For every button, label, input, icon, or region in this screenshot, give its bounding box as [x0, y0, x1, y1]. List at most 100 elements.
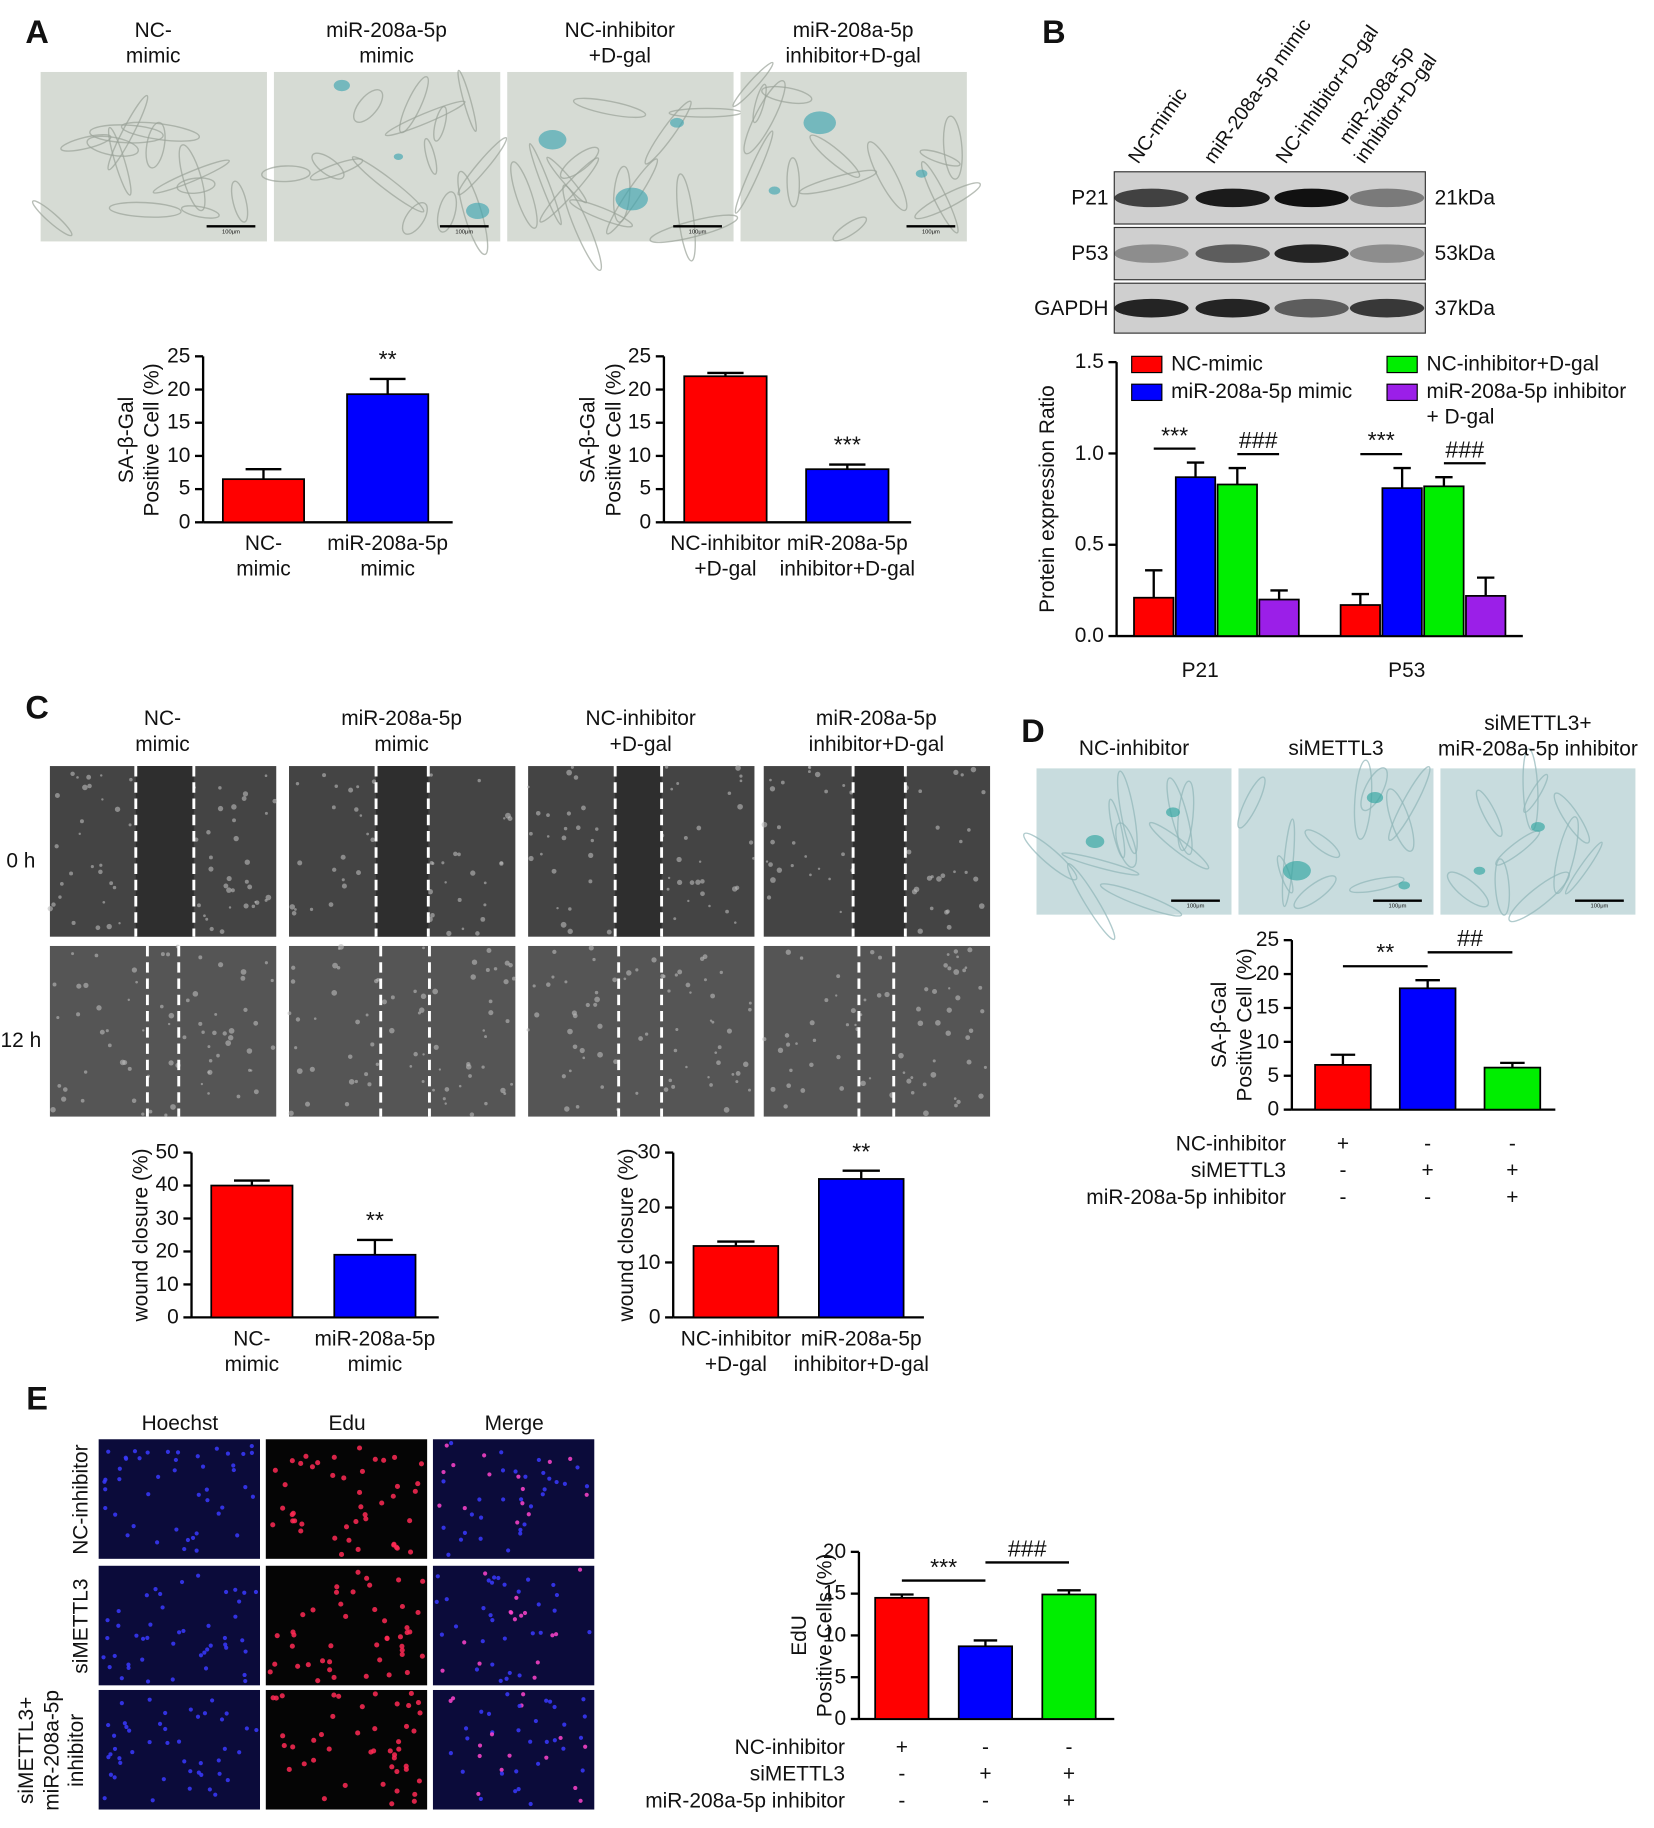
nucleus: [165, 1449, 171, 1454]
bar: [683, 375, 768, 524]
nucleus: [338, 1551, 345, 1558]
cell-texture: [212, 1030, 217, 1036]
cell-texture: [233, 835, 239, 842]
cell-texture: [135, 980, 138, 984]
cell-texture: [824, 789, 829, 794]
nucleus: [553, 1632, 559, 1637]
bar: [818, 1178, 905, 1319]
y-axis-label: EdU Positive Cells (%): [787, 1553, 836, 1718]
nucleus: [536, 1602, 541, 1607]
cell-texture: [107, 1043, 112, 1048]
nucleus: [363, 1516, 369, 1522]
cell-texture: [114, 806, 121, 812]
nucleus: [489, 1580, 495, 1585]
cell: [152, 159, 230, 194]
nucleus: [396, 1577, 402, 1583]
nucleus: [547, 1459, 552, 1464]
cell-texture: [944, 910, 949, 915]
nucleus: [448, 1751, 453, 1756]
nucleus: [483, 1571, 488, 1576]
cell-texture: [493, 967, 498, 971]
condition-mark: -: [1339, 1185, 1347, 1209]
cell-texture: [231, 804, 237, 810]
cell-texture: [800, 1088, 806, 1093]
nucleus: [363, 1673, 369, 1679]
nucleus: [474, 1667, 480, 1672]
cell-texture: [504, 960, 510, 966]
nucleus: [544, 1739, 549, 1744]
nucleus: [364, 1575, 370, 1581]
cell-texture: [960, 773, 964, 777]
cell-texture: [575, 825, 581, 831]
nucleus: [102, 1796, 107, 1801]
nucleus: [188, 1769, 193, 1774]
cell-texture: [76, 776, 79, 779]
nucleus: [130, 1749, 135, 1755]
cell-texture: [99, 774, 103, 777]
column-label: Merge: [484, 1411, 544, 1435]
cell-texture: [218, 962, 224, 968]
cell-texture: [717, 1045, 722, 1050]
cell-texture: [223, 883, 229, 889]
cell-texture: [201, 1030, 205, 1034]
cell-texture: [332, 867, 337, 872]
cell-texture: [348, 787, 354, 793]
cell-texture: [714, 1051, 718, 1054]
nucleus: [453, 1624, 459, 1629]
cell-texture: [579, 1047, 585, 1054]
nucleus: [462, 1640, 467, 1645]
cell-texture: [676, 782, 680, 785]
nucleus: [478, 1796, 483, 1801]
cell-texture: [159, 1004, 164, 1009]
nucleus: [243, 1649, 248, 1654]
nucleus: [577, 1567, 583, 1572]
cell: [1108, 798, 1126, 859]
cell-texture: [953, 969, 960, 975]
cell-texture: [546, 813, 550, 817]
cell-texture: [784, 1033, 790, 1038]
cell-texture: [381, 999, 387, 1005]
cell-texture: [50, 1106, 56, 1113]
nucleus: [487, 1472, 492, 1477]
nucleus: [505, 1692, 510, 1697]
nucleus: [528, 1739, 533, 1744]
nucleus: [403, 1763, 409, 1769]
bar: [1465, 595, 1507, 637]
cell-texture: [585, 1002, 590, 1008]
stained-cell: [670, 117, 684, 128]
nucleus: [399, 1647, 405, 1653]
size-label: 37kDa: [1434, 295, 1496, 319]
y-tick-label: 15: [822, 1581, 847, 1605]
cell-texture: [770, 877, 776, 883]
nucleus: [205, 1647, 210, 1652]
cell-texture: [723, 1107, 730, 1113]
cell-texture: [916, 1006, 921, 1012]
nucleus: [132, 1449, 138, 1454]
nucleus: [353, 1519, 359, 1525]
nucleus: [554, 1479, 559, 1485]
nucleus: [542, 1487, 547, 1492]
cell-texture: [906, 849, 912, 855]
y-tick-label: 25: [1255, 927, 1280, 951]
cell-texture: [265, 894, 272, 901]
cell-texture: [207, 1092, 210, 1095]
nucleus: [315, 1460, 321, 1466]
bar: [805, 468, 890, 524]
cell-texture: [244, 879, 249, 884]
cell-texture: [241, 796, 247, 801]
nucleus: [463, 1726, 469, 1731]
cell: [423, 137, 438, 175]
nucleus: [404, 1625, 410, 1631]
nucleus: [272, 1467, 278, 1473]
nucleus: [417, 1710, 423, 1716]
cell: [178, 144, 206, 212]
cell-texture: [762, 1037, 767, 1042]
cell-texture: [748, 1007, 752, 1012]
nucleus: [541, 1470, 546, 1476]
cell-texture: [367, 1082, 372, 1087]
nucleus: [440, 1668, 445, 1673]
cell-texture: [623, 977, 627, 981]
bar: [1423, 485, 1465, 637]
micrograph: [740, 71, 967, 242]
cell: [562, 184, 603, 272]
